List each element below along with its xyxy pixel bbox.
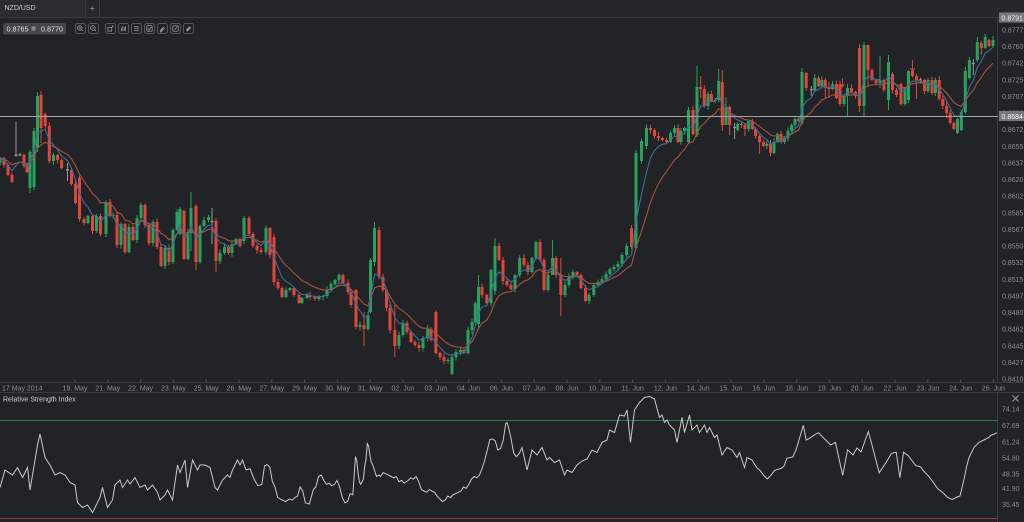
svg-text:+: + (90, 4, 95, 14)
svg-text:26. May: 26. May (227, 386, 252, 393)
svg-text:26. Jun: 26. Jun (982, 386, 1005, 393)
svg-text:74.14: 74.14 (1002, 407, 1020, 414)
svg-text:23. May: 23. May (161, 386, 186, 393)
svg-text:Relative Strength Index: Relative Strength Index (3, 397, 76, 404)
svg-text:12. Jun: 12. Jun (654, 386, 677, 393)
svg-text:03. Jun: 03. Jun (424, 386, 447, 393)
svg-text:0.8765: 0.8765 (7, 25, 29, 34)
svg-text:61.24: 61.24 (1002, 439, 1020, 446)
svg-text:29. May: 29. May (292, 386, 317, 393)
svg-text:48.35: 48.35 (1002, 471, 1020, 478)
svg-text:02. Jun: 02. Jun (392, 386, 415, 393)
svg-text:08. Jun: 08. Jun (556, 386, 579, 393)
svg-text:25. May: 25. May (194, 386, 219, 393)
svg-text:0.8515: 0.8515 (1002, 277, 1024, 284)
svg-text:0.8602: 0.8602 (1002, 194, 1024, 201)
svg-text:16. Jun: 16. Jun (752, 386, 775, 393)
svg-text:0.8655: 0.8655 (1002, 144, 1024, 151)
svg-text:0.8770: 0.8770 (41, 25, 63, 34)
svg-text:0.8445: 0.8445 (1002, 343, 1024, 350)
svg-text:14. Jun: 14. Jun (687, 386, 710, 393)
svg-text:0.8684: 0.8684 (1002, 114, 1024, 121)
svg-text:0.8620: 0.8620 (1002, 177, 1024, 184)
svg-text:0.8410: 0.8410 (1002, 377, 1024, 384)
svg-text:0.8550: 0.8550 (1002, 244, 1024, 251)
svg-text:NZD/USD: NZD/USD (5, 5, 36, 12)
svg-text:0.8725: 0.8725 (1002, 77, 1024, 84)
svg-text:0.8462: 0.8462 (1002, 327, 1024, 334)
svg-text:41.90: 41.90 (1002, 486, 1020, 493)
svg-text:35.45: 35.45 (1002, 502, 1020, 509)
svg-text:10. Jun: 10. Jun (588, 386, 611, 393)
svg-text:30. May: 30. May (325, 386, 350, 393)
svg-text:15. Jun: 15. Jun (720, 386, 743, 393)
svg-text:22. Jun: 22. Jun (884, 386, 907, 393)
svg-text:31. May: 31. May (358, 386, 383, 393)
svg-text:0.8742: 0.8742 (1002, 61, 1024, 68)
svg-text:0.8791: 0.8791 (1002, 15, 1024, 22)
svg-text:17 May 2014: 17 May 2014 (2, 386, 43, 393)
svg-text:11. Jun: 11. Jun (621, 386, 644, 393)
svg-text:04. Jun: 04. Jun (457, 386, 480, 393)
svg-text:0.8497: 0.8497 (1002, 293, 1024, 300)
svg-text:67.69: 67.69 (1002, 423, 1020, 430)
svg-text:54.80: 54.80 (1002, 455, 1020, 462)
svg-text:0.8760: 0.8760 (1002, 44, 1024, 51)
svg-text:24. Jun: 24. Jun (949, 386, 972, 393)
svg-text:19. Jun: 19. Jun (818, 386, 841, 393)
svg-text:0.8567: 0.8567 (1002, 227, 1024, 234)
svg-text:0.8427: 0.8427 (1002, 360, 1024, 367)
svg-text:23. Jun: 23. Jun (916, 386, 939, 393)
svg-text:0.8777: 0.8777 (1002, 27, 1024, 34)
svg-text:22. May: 22. May (128, 386, 153, 393)
svg-text:0.8480: 0.8480 (1002, 310, 1024, 317)
svg-text:21. May: 21. May (95, 386, 120, 393)
svg-text:0.8637: 0.8637 (1002, 160, 1024, 167)
svg-text:0.8532: 0.8532 (1002, 260, 1024, 267)
svg-text:0.8707: 0.8707 (1002, 94, 1024, 101)
svg-text:20. Jun: 20. Jun (851, 386, 874, 393)
svg-text:06. Jun: 06. Jun (490, 386, 513, 393)
svg-text:0.8585: 0.8585 (1002, 210, 1024, 217)
svg-text:19. May: 19. May (63, 386, 88, 393)
svg-text:0.8672: 0.8672 (1002, 127, 1024, 134)
svg-text:07. Jun: 07. Jun (523, 386, 546, 393)
svg-text:18. Jun: 18. Jun (785, 386, 808, 393)
svg-text:27. May: 27. May (259, 386, 284, 393)
